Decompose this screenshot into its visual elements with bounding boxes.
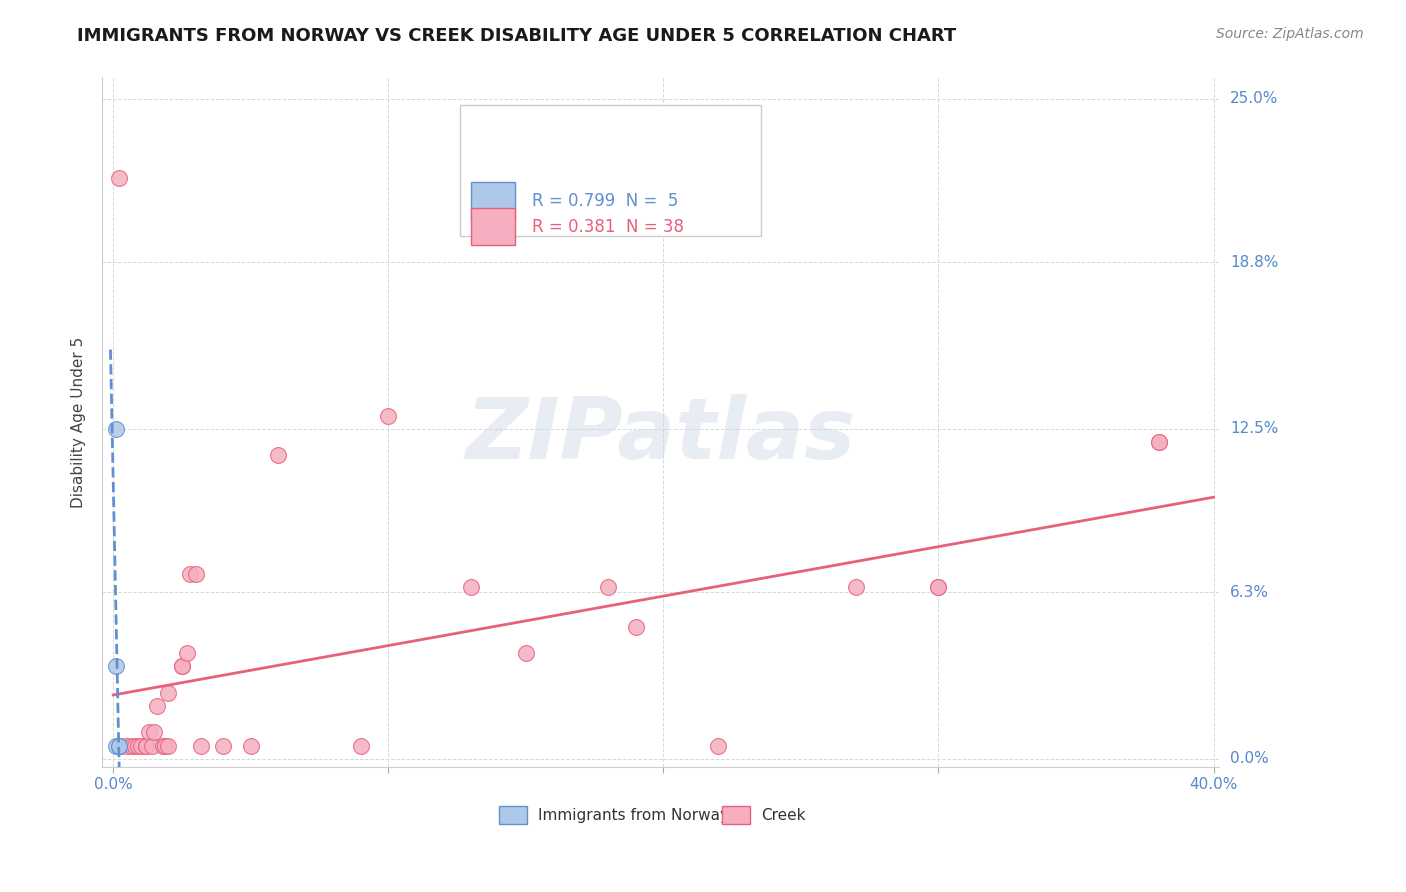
Text: ZIPatlas: ZIPatlas	[465, 394, 856, 477]
Point	[152, 739, 174, 753]
Point	[212, 739, 235, 753]
FancyBboxPatch shape	[460, 105, 761, 236]
Point	[107, 739, 129, 753]
Point	[927, 580, 949, 594]
Point	[124, 739, 146, 753]
Text: 0.0%: 0.0%	[1230, 751, 1268, 766]
Point	[239, 739, 262, 753]
Point	[1147, 434, 1170, 449]
Text: Immigrants from Norway: Immigrants from Norway	[537, 807, 728, 822]
Point	[107, 739, 129, 753]
Point	[129, 739, 152, 753]
Point	[190, 739, 212, 753]
Point	[157, 739, 180, 753]
Point	[107, 170, 129, 185]
Point	[135, 739, 157, 753]
Point	[104, 739, 127, 753]
Point	[515, 646, 537, 660]
Point	[104, 659, 127, 673]
Point	[127, 739, 149, 753]
FancyBboxPatch shape	[499, 806, 527, 823]
Text: 25.0%: 25.0%	[1230, 91, 1278, 106]
Point	[115, 739, 138, 753]
Point	[927, 580, 949, 594]
Point	[155, 739, 177, 753]
Point	[143, 725, 166, 739]
Point	[141, 739, 163, 753]
Text: Creek: Creek	[761, 807, 806, 822]
Text: 12.5%: 12.5%	[1230, 421, 1278, 436]
Point	[176, 646, 198, 660]
Point	[146, 699, 169, 714]
Point	[267, 448, 290, 462]
Text: IMMIGRANTS FROM NORWAY VS CREEK DISABILITY AGE UNDER 5 CORRELATION CHART: IMMIGRANTS FROM NORWAY VS CREEK DISABILI…	[77, 27, 956, 45]
Y-axis label: Disability Age Under 5: Disability Age Under 5	[72, 336, 86, 508]
Point	[135, 739, 157, 753]
Point	[377, 409, 399, 423]
Point	[598, 580, 620, 594]
Point	[184, 566, 207, 581]
Text: R = 0.381  N = 38: R = 0.381 N = 38	[533, 218, 685, 235]
Point	[110, 739, 132, 753]
FancyBboxPatch shape	[471, 182, 516, 219]
FancyBboxPatch shape	[471, 208, 516, 245]
Point	[460, 580, 482, 594]
Text: R = 0.799  N =  5: R = 0.799 N = 5	[533, 192, 679, 210]
Point	[121, 739, 143, 753]
Text: 6.3%: 6.3%	[1230, 585, 1270, 600]
Point	[179, 566, 201, 581]
Point	[104, 422, 127, 436]
Point	[138, 725, 160, 739]
Point	[845, 580, 868, 594]
Point	[350, 739, 373, 753]
Point	[1147, 434, 1170, 449]
Point	[170, 659, 193, 673]
Point	[170, 659, 193, 673]
FancyBboxPatch shape	[723, 806, 749, 823]
Point	[157, 686, 180, 700]
Point	[624, 620, 647, 634]
Text: Source: ZipAtlas.com: Source: ZipAtlas.com	[1216, 27, 1364, 41]
Point	[707, 739, 730, 753]
Text: 18.8%: 18.8%	[1230, 255, 1278, 270]
